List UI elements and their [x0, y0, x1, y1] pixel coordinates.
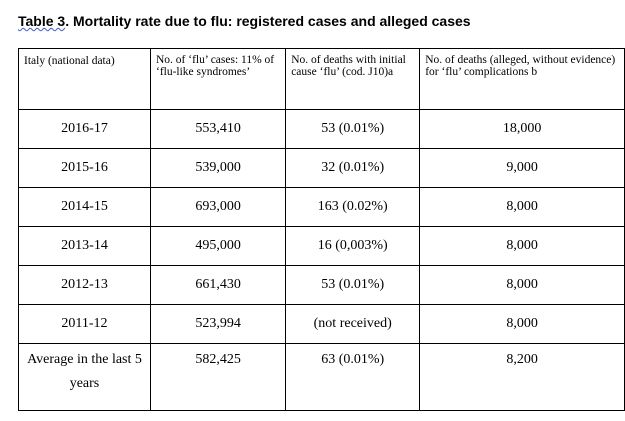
cell-cases: 553,410 [149, 109, 287, 149]
header-row: Italy (national data) No. of ‘flu’ cases… [18, 48, 625, 110]
cell-deaths-alleged: 8,000 [419, 304, 625, 344]
cell-cases: 523,994 [149, 304, 287, 344]
cell-cases: 539,000 [149, 148, 287, 188]
header-cell-deaths-alleged: No. of deaths (alleged, without evidence… [419, 48, 625, 110]
cell-deaths-alleged: 8,000 [419, 187, 625, 227]
cell-average-deaths-flu: 63 (0.01%) [285, 343, 421, 411]
table-row: 2013-14 495,000 16 (0,003%) 8,000 [18, 226, 625, 266]
table-row: 2016-17 553,410 53 (0.01%) 18,000 [18, 109, 625, 149]
cell-season: 2014-15 [18, 187, 151, 227]
table-row: 2014-15 693,000 163 (0.02%) 8,000 [18, 187, 625, 227]
cell-deaths-alleged: 8,000 [419, 226, 625, 266]
cell-deaths-alleged: 8,000 [419, 265, 625, 305]
cell-deaths-flu: 53 (0.01%) [285, 265, 421, 305]
average-row: Average in the last 5 years 582,425 63 (… [18, 343, 625, 411]
cell-season: 2013-14 [18, 226, 151, 266]
cell-deaths-alleged: 9,000 [419, 148, 625, 188]
cell-deaths-flu: 32 (0.01%) [285, 148, 421, 188]
caption-text: . Mortality rate due to flu: registered … [65, 13, 471, 29]
cell-deaths-flu: 163 (0.02%) [285, 187, 421, 227]
cell-average-cases: 582,425 [149, 343, 287, 411]
caption-label: Table 3 [18, 13, 66, 29]
cell-cases: 693,000 [149, 187, 287, 227]
cell-season: 2011-12 [18, 304, 151, 344]
table-row: 2015-16 539,000 32 (0.01%) 9,000 [18, 148, 625, 188]
cell-deaths-flu: 16 (0,003%) [285, 226, 421, 266]
mortality-table: Italy (national data) No. of ‘flu’ cases… [18, 48, 625, 411]
cell-season: 2016-17 [18, 109, 151, 149]
cell-average-label: Average in the last 5 years [18, 343, 151, 411]
table-row: 2012-13 661,430 53 (0.01%) 8,000 [18, 265, 625, 305]
table-caption: Table 3. Mortality rate due to flu: regi… [18, 13, 471, 29]
table-row: 2011-12 523,994 (not received) 8,000 [18, 304, 625, 344]
header-cell-region: Italy (national data) [18, 48, 151, 110]
cell-cases: 661,430 [149, 265, 287, 305]
cell-season: 2012-13 [18, 265, 151, 305]
cell-average-deaths-alleged: 8,200 [419, 343, 625, 411]
cell-deaths-flu: (not received) [285, 304, 421, 344]
cell-season: 2015-16 [18, 148, 151, 188]
cell-deaths-flu: 53 (0.01%) [285, 109, 421, 149]
header-cell-cases: No. of ‘flu’ cases: 11% of ‘flu-like syn… [149, 48, 287, 110]
cell-cases: 495,000 [149, 226, 287, 266]
header-cell-deaths-flu: No. of deaths with initial cause ‘flu’ (… [285, 48, 421, 110]
cell-deaths-alleged: 18,000 [419, 109, 625, 149]
